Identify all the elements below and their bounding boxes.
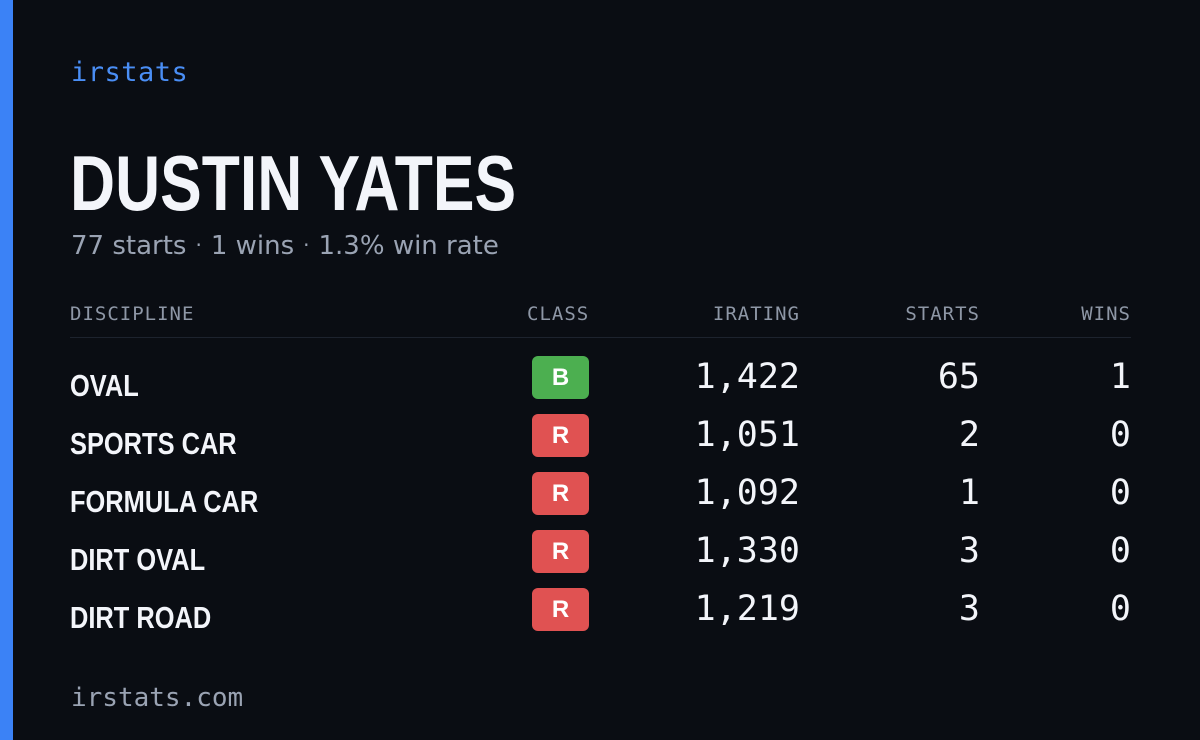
class-badge: R bbox=[532, 472, 589, 515]
class-badge: R bbox=[532, 588, 589, 631]
header-irating: IRATING bbox=[712, 303, 800, 325]
starts-summary: 77 starts bbox=[71, 231, 187, 261]
irating-value: 1,051 bbox=[694, 415, 800, 455]
wins-value: 1 bbox=[1109, 357, 1131, 397]
driver-name: DUSTIN YATES bbox=[70, 139, 517, 227]
wins-value: 0 bbox=[1109, 531, 1131, 571]
discipline-name: FORMULA CAR bbox=[70, 484, 259, 519]
class-badge: R bbox=[532, 530, 589, 573]
starts-value: 2 bbox=[958, 415, 980, 455]
separator-dot: · bbox=[195, 233, 202, 257]
footer-site-url: irstats.com bbox=[71, 683, 244, 713]
wins-summary: 1 wins bbox=[210, 231, 295, 261]
discipline-name: OVAL bbox=[70, 368, 139, 403]
discipline-name: DIRT OVAL bbox=[70, 542, 206, 577]
table-row: DIRT OVAL R 1,330 3 0 bbox=[70, 526, 1131, 584]
wins-value: 0 bbox=[1109, 473, 1131, 513]
brand-logo-text: irstats bbox=[71, 57, 189, 88]
class-badge: R bbox=[532, 414, 589, 457]
header-discipline: DISCIPLINE bbox=[70, 303, 195, 325]
irating-value: 1,219 bbox=[694, 589, 800, 629]
starts-value: 3 bbox=[958, 531, 980, 571]
header-class: CLASS bbox=[527, 303, 590, 325]
irating-value: 1,092 bbox=[694, 473, 800, 513]
discipline-table: DISCIPLINE CLASS IRATING STARTS WINS OVA… bbox=[70, 295, 1131, 642]
table-row: DIRT ROAD R 1,219 3 0 bbox=[70, 584, 1131, 642]
discipline-name: SPORTS CAR bbox=[70, 426, 237, 461]
win-rate-summary: 1.3% win rate bbox=[318, 231, 499, 261]
table-row: SPORTS CAR R 1,051 2 0 bbox=[70, 410, 1131, 468]
table-row: FORMULA CAR R 1,092 1 0 bbox=[70, 468, 1131, 526]
header-wins: WINS bbox=[1081, 303, 1131, 325]
irating-value: 1,330 bbox=[694, 531, 800, 571]
wins-value: 0 bbox=[1109, 589, 1131, 629]
starts-value: 3 bbox=[958, 589, 980, 629]
driver-summary: 77 starts · 1 wins · 1.3% win rate bbox=[71, 227, 499, 264]
accent-bar bbox=[0, 0, 13, 740]
table-body: OVAL B 1,422 65 1 SPORTS CAR R 1,051 2 0… bbox=[70, 338, 1131, 642]
starts-value: 1 bbox=[958, 473, 980, 513]
starts-value: 65 bbox=[937, 357, 980, 397]
wins-value: 0 bbox=[1109, 415, 1131, 455]
table-row: OVAL B 1,422 65 1 bbox=[70, 352, 1131, 410]
separator-dot: · bbox=[303, 233, 310, 257]
table-header-row: DISCIPLINE CLASS IRATING STARTS WINS bbox=[70, 295, 1131, 338]
irating-value: 1,422 bbox=[694, 357, 800, 397]
discipline-name: DIRT ROAD bbox=[70, 600, 212, 635]
header-starts: STARTS bbox=[905, 303, 980, 325]
class-badge: B bbox=[532, 356, 589, 399]
